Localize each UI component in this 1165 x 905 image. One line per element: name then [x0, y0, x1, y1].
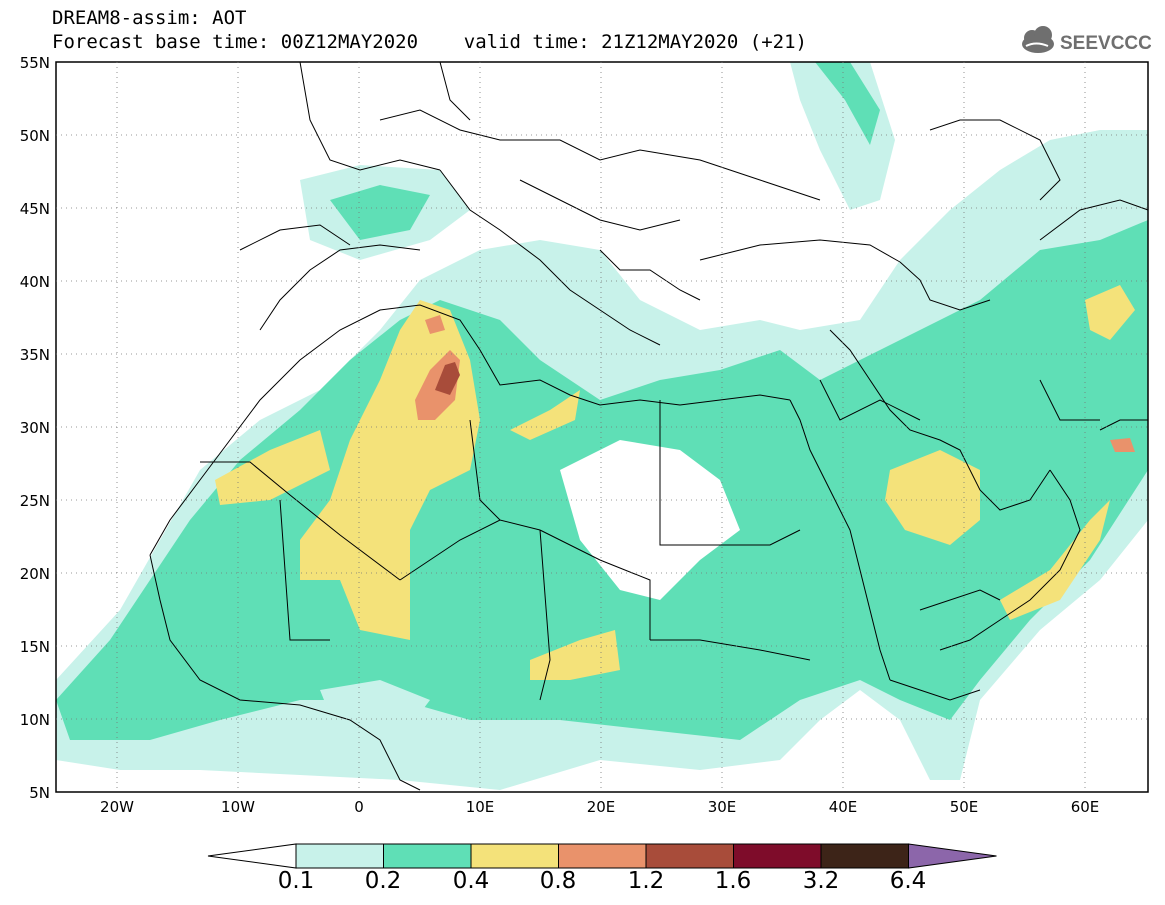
latitude-labels: 55N 50N 45N 40N 35N 30N 25N 20N 15N 10N …: [20, 54, 50, 802]
lon-label: 10W: [221, 798, 255, 816]
colorbar-segment: [820, 843, 909, 869]
lat-label: 35N: [20, 346, 50, 364]
coastlines-and-borders: [149, 61, 1149, 791]
aot-0.4-oman: [1000, 500, 1110, 620]
chart-title: DREAM8-assim: AOT: [52, 7, 247, 29]
aot-0.4-libya: [510, 390, 580, 440]
lon-label: 40E: [829, 798, 858, 816]
lon-label: 60E: [1071, 798, 1100, 816]
lon-label: 20E: [587, 798, 616, 816]
logo-text: SEEVCCC: [1060, 33, 1151, 54]
graticule: [56, 62, 1148, 792]
lon-label: 10E: [466, 798, 495, 816]
lat-label: 15N: [20, 638, 50, 656]
aot-0.4-sahel: [530, 630, 620, 680]
colorbar-label: 0.2: [364, 868, 402, 894]
aot-0.2-patch-bay: [815, 62, 880, 145]
colorbar-label: 0.4: [452, 868, 490, 894]
colorbar-label: 1.6: [714, 868, 752, 894]
colorbar-segment: [733, 843, 822, 869]
lat-label: 10N: [20, 711, 50, 729]
lat-label: 30N: [20, 419, 50, 437]
colorbar-label: 0.8: [539, 868, 577, 894]
lon-label: 30E: [708, 798, 737, 816]
lon-label: 20W: [100, 798, 134, 816]
colorbar-segment: [558, 843, 647, 869]
aot-0.2-patch-west: [330, 185, 430, 240]
aot-0.4-arabia: [885, 450, 980, 545]
colorbar-label: 0.1: [277, 868, 315, 894]
seevccc-logo: SEEVCCC: [1022, 26, 1151, 54]
colorbar-label: 1.2: [627, 868, 665, 894]
colorbar-under-range: [207, 843, 297, 869]
aot-1.2-core: [435, 362, 460, 395]
aot-clear-south: [320, 680, 430, 740]
aot-0.8-gulf: [1110, 438, 1135, 452]
lat-label: 40N: [20, 273, 50, 291]
cloud-logo-icon: [1022, 26, 1054, 53]
lat-label: 55N: [20, 54, 50, 72]
lon-label: 0: [354, 798, 364, 816]
aot-fields: [56, 62, 1148, 790]
colorbar-label: 3.2: [802, 868, 840, 894]
aot-0.4-sw: [215, 430, 330, 505]
longitude-labels: 20W 10W 0 10E 20E 30E 40E 50E 60E: [100, 798, 1099, 816]
lat-label: 45N: [20, 200, 50, 218]
colorbar-segment: [295, 843, 384, 869]
aot-clear-sahara: [560, 440, 740, 600]
aot-0.4-east: [1085, 285, 1135, 340]
forecast-times: Forecast base time: 00Z12MAY2020 valid t…: [52, 31, 807, 53]
colorbar-label: 6.4: [889, 868, 927, 894]
colorbar-segment: [470, 843, 559, 869]
colorbar: [207, 843, 997, 869]
colorbar-segment: [383, 843, 472, 869]
lat-label: 50N: [20, 127, 50, 145]
colorbar-over-range: [908, 843, 997, 869]
lat-label: 20N: [20, 565, 50, 583]
aot-0.8-north: [425, 315, 445, 334]
lat-label: 5N: [29, 784, 50, 802]
colorbar-segment: [645, 843, 734, 869]
lon-label: 50E: [950, 798, 979, 816]
lat-label: 25N: [20, 492, 50, 510]
